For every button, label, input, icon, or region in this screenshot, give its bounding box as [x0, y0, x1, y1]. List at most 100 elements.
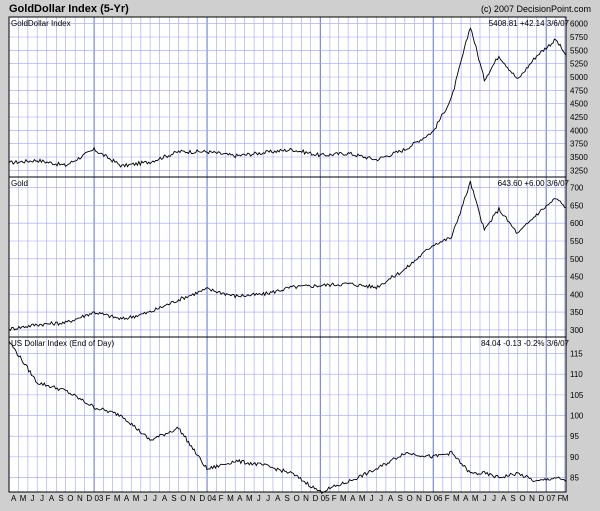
x-tick-label: J [370, 494, 374, 503]
x-tick-label: A [162, 494, 168, 503]
y-tick-label: 85 [570, 474, 579, 483]
y-tick-label: 90 [570, 453, 579, 462]
y-tick-label: 3250 [570, 166, 588, 175]
price-readout: 643.60 +6.00 3/6/07 [498, 179, 570, 188]
panel-title: US Dollar Index (End of Day) [11, 339, 114, 348]
y-tick-label: 5500 [570, 46, 588, 55]
y-tick-label: 3500 [570, 153, 588, 162]
x-tick-label: M [246, 494, 253, 503]
y-tick-label: 300 [570, 326, 584, 335]
y-tick-label: 115 [570, 350, 583, 359]
x-tick-label: N [303, 494, 309, 503]
x-tick-label: N [416, 494, 422, 503]
y-tick-label: 700 [570, 184, 584, 193]
x-tick-label: A [11, 494, 17, 503]
y-tick-label: 110 [570, 370, 583, 379]
x-tick-label: M [114, 494, 121, 503]
price-readout: 84.04 -0.13 -0.2% 3/6/07 [481, 339, 570, 348]
x-tick-label: O [406, 494, 412, 503]
x-axis: A M J J A S O N D 03 F M A M J J A S O N D 04 F M A M J J A S O N D 05 F M A… [11, 494, 569, 503]
y-tick-label: 600 [570, 219, 584, 228]
series-line [8, 180, 567, 332]
y-tick-label: 350 [570, 308, 584, 317]
x-tick-label: N [190, 494, 196, 503]
x-tick-label: F [219, 494, 224, 503]
x-tick-label: M [453, 494, 460, 503]
x-tick-label: S [510, 494, 515, 503]
x-tick-label: J [492, 494, 496, 503]
y-tick-label: 450 [570, 273, 584, 282]
x-tick-label: S [397, 494, 402, 503]
x-tick-label: N [77, 494, 83, 503]
x-tick-label: A [237, 494, 243, 503]
y-tick-label: 4500 [570, 100, 588, 109]
x-tick-label: S [171, 494, 176, 503]
x-tick-label: J [266, 494, 270, 503]
x-tick-label: D [426, 494, 432, 503]
x-tick-label: J [153, 494, 157, 503]
y-tick-label: 500 [570, 255, 584, 264]
x-tick-label: O [67, 494, 73, 503]
x-tick-label: J [257, 494, 261, 503]
panel-title: Gold [11, 179, 28, 188]
x-tick-label: D [313, 494, 319, 503]
panel-1: 3250 3500 3750 4000 4250 4500 4750 5000 5250 5500… [8, 16, 588, 178]
x-tick-label: M [20, 494, 27, 503]
plot-area [9, 337, 566, 492]
x-tick-label: S [58, 494, 63, 503]
x-tick-label: M [227, 494, 234, 503]
y-tick-label: 3750 [570, 140, 588, 149]
y-tick-label: 5250 [570, 60, 588, 69]
x-tick-label: F [332, 494, 337, 503]
x-tick-label: F [558, 494, 563, 503]
x-tick-label: M [133, 494, 140, 503]
x-tick-label: D [199, 494, 205, 503]
price-readout: 5408.81 +42.14 3/6/07 [489, 19, 570, 28]
x-tick-label: J [379, 494, 383, 503]
series-line [8, 340, 567, 494]
y-tick-label: 400 [570, 290, 584, 299]
x-tick-label: M [340, 494, 347, 503]
x-tick-label: J [143, 494, 147, 503]
panel-border [8, 336, 567, 493]
plot-area [9, 17, 566, 177]
x-tick-label: N [529, 494, 535, 503]
x-tick-label: O [180, 494, 186, 503]
x-tick-label: 05 [321, 494, 330, 503]
y-tick-label: 650 [570, 201, 584, 210]
x-tick-label: 03 [94, 494, 103, 503]
y-tick-label: 5750 [570, 33, 588, 42]
x-tick-label: J [483, 494, 487, 503]
x-tick-label: 04 [207, 494, 216, 503]
x-tick-label: O [294, 494, 300, 503]
panel-3: 85 90 95 100 105 110 115 US Dollar Index (End o… [8, 336, 584, 494]
x-tick-label: M [472, 494, 479, 503]
x-tick-label: M [562, 494, 569, 503]
x-tick-label: A [124, 494, 130, 503]
x-tick-label: J [31, 494, 35, 503]
plot-area [9, 177, 566, 337]
x-tick-label: F [445, 494, 450, 503]
x-tick-label: 06 [434, 494, 443, 503]
x-tick-label: D [86, 494, 92, 503]
y-tick-label: 100 [570, 412, 584, 421]
chart-title: GoldDollar Index (5-Yr) [9, 3, 129, 15]
panel-2: 300 350 400 450 500 550 600 650 700 Gold 643.60 +6… [8, 176, 584, 338]
x-tick-label: D [539, 494, 545, 503]
y-tick-label: 550 [570, 237, 584, 246]
x-tick-label: J [40, 494, 44, 503]
x-tick-label: 07 [547, 494, 556, 503]
series-line [8, 27, 567, 168]
panel-title: GoldDollar Index [11, 19, 71, 28]
x-tick-label: O [519, 494, 525, 503]
y-tick-label: 105 [570, 391, 584, 400]
x-tick-label: A [350, 494, 356, 503]
x-tick-label: A [501, 494, 507, 503]
y-tick-label: 4750 [570, 86, 588, 95]
y-tick-label: 6000 [570, 20, 588, 29]
x-tick-label: M [359, 494, 366, 503]
x-tick-label: A [388, 494, 394, 503]
y-tick-label: 4000 [570, 126, 588, 135]
